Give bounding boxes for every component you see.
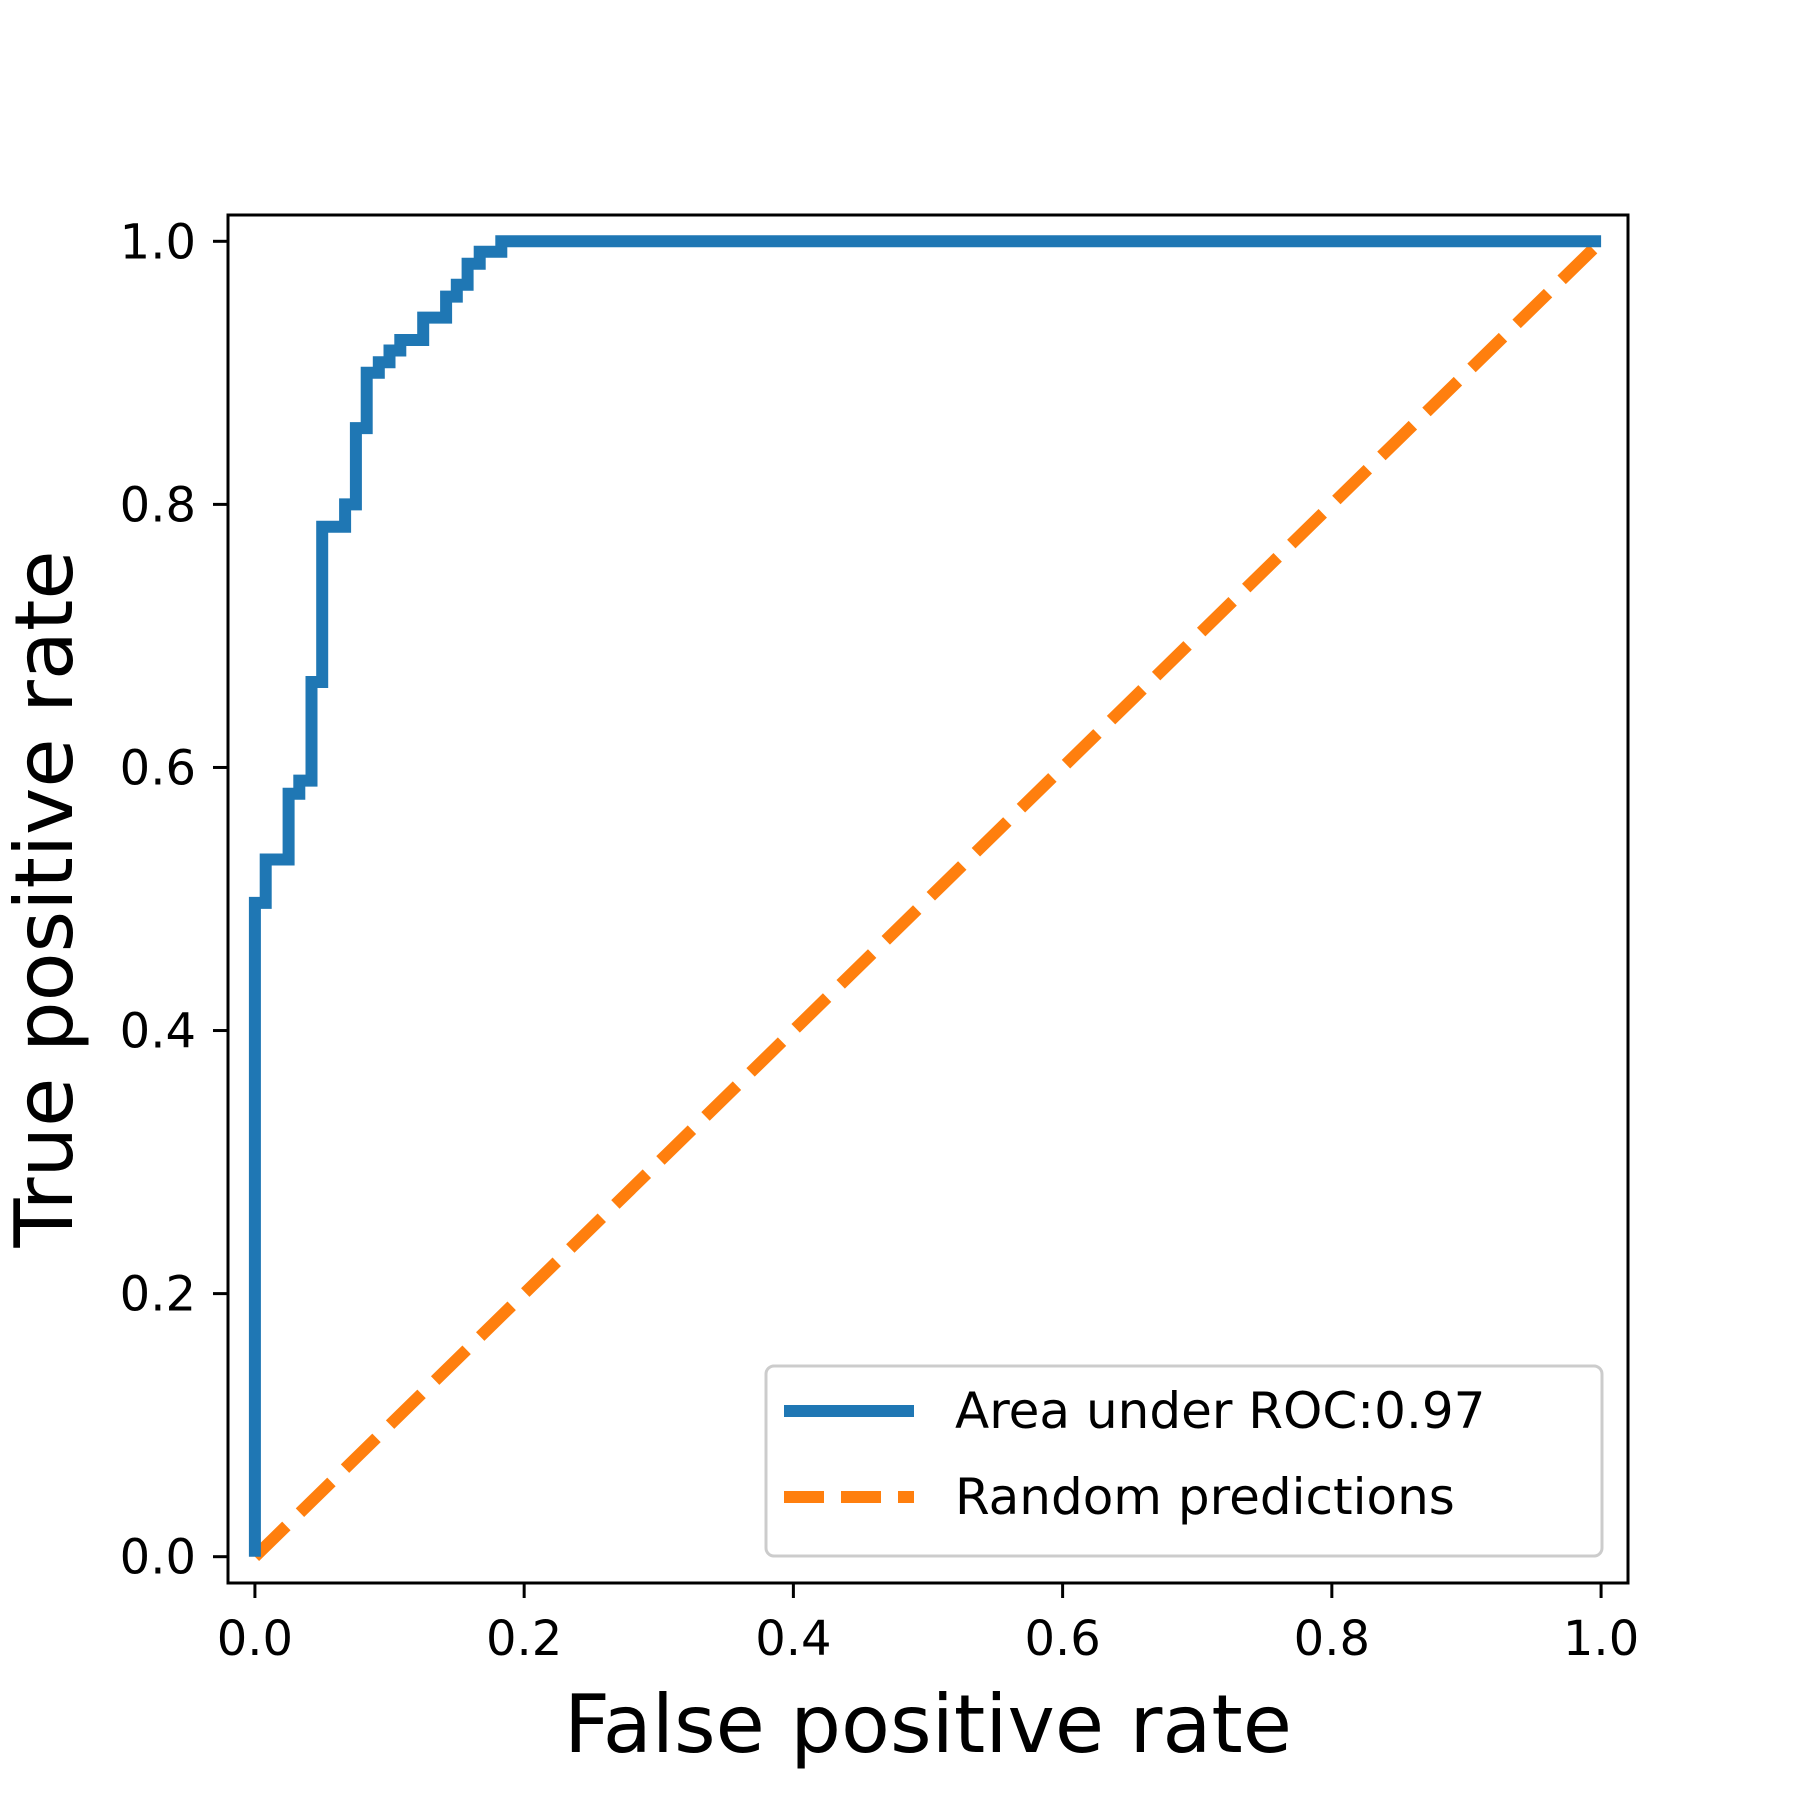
legend-label-roc: Area under ROC:0.97 (955, 1382, 1485, 1440)
x-tick-label: 0.6 (1024, 1611, 1100, 1667)
legend: Area under ROC:0.97 Random predictions (764, 1364, 1604, 1558)
x-tick-label: 1.0 (1563, 1611, 1639, 1667)
y-tick-label: 0.8 (120, 477, 196, 533)
x-tick-label: 0.2 (486, 1611, 562, 1667)
y-axis-label: True positive rate (0, 550, 91, 1248)
x-tick-label: 0.4 (755, 1611, 831, 1667)
y-tick-label: 0.2 (120, 1267, 196, 1323)
y-tick-label: 0.0 (120, 1530, 196, 1586)
legend-box (764, 1364, 1604, 1558)
plot-frame (226, 213, 1630, 1585)
y-axis-ticks: 0.0 0.2 0.4 0.6 0.8 1.0 (120, 214, 228, 1586)
x-tick-label: 0.8 (1294, 1611, 1370, 1667)
x-axis-label: False positive rate (564, 1678, 1292, 1771)
series-line-random (250, 237, 1606, 1561)
legend-label-random: Random predictions (955, 1468, 1455, 1526)
y-tick-label: 1.0 (120, 214, 196, 270)
y-tick-label: 0.6 (120, 740, 196, 796)
x-axis-ticks: 0.0 0.2 0.4 0.6 0.8 1.0 (217, 1583, 1639, 1667)
x-tick-label: 0.0 (217, 1611, 293, 1667)
series-line-roc (248, 235, 1602, 1557)
series-layer (248, 235, 1606, 1561)
y-tick-label: 0.4 (120, 1004, 196, 1060)
